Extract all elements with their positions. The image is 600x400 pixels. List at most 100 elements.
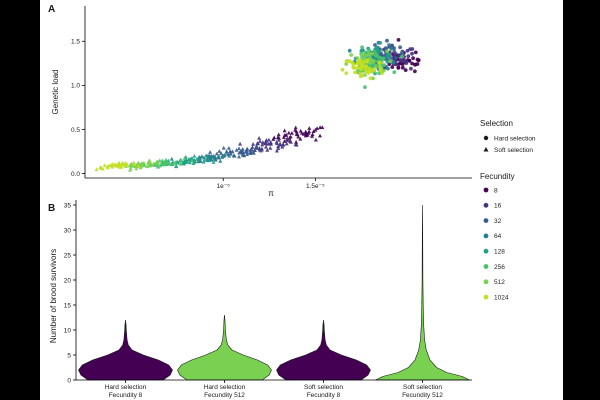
soft-selection-point <box>272 135 276 139</box>
panel-a-y-tick-label: 0.0 <box>71 171 80 178</box>
fecundity-legend-label: 64 <box>494 233 502 240</box>
soft-selection-point <box>277 133 281 137</box>
fecundity-legend-label: 256 <box>494 264 505 271</box>
violin <box>376 205 470 380</box>
panel-a-points <box>95 38 421 172</box>
hard-selection-point <box>397 38 401 42</box>
hard-selection-point <box>392 50 396 54</box>
hard-selection-point <box>353 71 357 75</box>
hard-selection-point <box>400 55 404 59</box>
selection-legend-title: Selection <box>480 119 513 128</box>
hard-selection-point <box>386 67 390 71</box>
panel-b-label: B <box>48 203 55 214</box>
figure-svg: A 0.00.51.01.5 1e⁻⁵ 1.5e⁻⁵ Genetic load π… <box>40 0 563 400</box>
violin-label-fecundity: Fecundity 8 <box>307 392 341 399</box>
hard-selection-point <box>375 46 379 50</box>
hard-selection-point <box>410 52 414 56</box>
panel-b-y-tick-label: 0 <box>67 377 71 384</box>
panel-a-y-ticks: 0.0 0.5 1.0 1.5 <box>71 39 85 178</box>
hard-selection-point <box>400 51 404 55</box>
hard-selection-point <box>403 59 407 63</box>
fecundity-legend-label: 128 <box>494 249 505 256</box>
panel-b-violins <box>79 205 470 380</box>
soft-selection-point <box>294 126 298 130</box>
panel-a-x-label: π <box>268 189 274 198</box>
hard-selection-point <box>360 45 364 49</box>
soft-selection-point <box>192 154 196 158</box>
panel-a-x-tick-label: 1e⁻⁵ <box>217 183 231 190</box>
hard-selection-point <box>408 47 412 51</box>
violin-label-selection: Soft selection <box>403 384 442 391</box>
panel-a-label: A <box>48 4 55 15</box>
hard-selection-point <box>416 58 420 62</box>
soft-selection-point <box>304 130 308 134</box>
soft-selection-point <box>278 142 282 146</box>
fecundity-legend-swatch <box>484 249 489 254</box>
hard-selection-point <box>370 52 374 56</box>
hard-selection-point <box>414 63 418 67</box>
panel-b-y-tick-label: 10 <box>64 327 72 334</box>
violin <box>277 320 371 380</box>
hard-selection-point <box>346 60 350 64</box>
soft-selection-point <box>268 146 272 150</box>
fecundity-legend-swatch <box>484 264 489 269</box>
panel-a-y-tick-label: 1.0 <box>71 83 80 90</box>
soft-selection-point <box>314 138 318 142</box>
hard-selection-point <box>361 64 365 68</box>
panel-a-y-label: Genetic load <box>51 70 60 115</box>
hard-selection-point <box>357 59 361 63</box>
hard-selection-point <box>344 71 348 75</box>
soft-selection-point <box>299 129 303 133</box>
soft-selection-point <box>251 142 255 146</box>
hard-selection-point <box>351 62 355 66</box>
fecundity-legend-swatch <box>484 203 489 208</box>
panel-b-y-tick-label: 15 <box>64 302 72 309</box>
panel-b-y-ticks: 05101520253035 <box>64 202 76 384</box>
soft-selection-point <box>222 146 226 150</box>
fecundity-legend-label: 512 <box>494 279 505 286</box>
violin-label-fecundity: Fecundity 512 <box>402 392 443 399</box>
fecundity-legend-swatch <box>484 234 489 239</box>
hard-selection-point <box>378 61 382 65</box>
hard-selection-point <box>369 76 373 80</box>
fecundity-legend-swatch <box>484 295 489 300</box>
hard-selection-point <box>349 53 353 57</box>
violin-label-selection: Hard selection <box>105 384 147 391</box>
hard-selection-point <box>366 58 370 62</box>
hard-selection-point <box>348 49 352 53</box>
hard-selection-legend-label: Hard selection <box>494 136 536 143</box>
fecundity-legend-label: 1024 <box>494 294 509 301</box>
hard-selection-point <box>367 49 371 53</box>
hard-selection-legend-symbol <box>484 136 488 140</box>
fecundity-legend-title: Fecundity <box>480 172 515 181</box>
violin-label-selection: Hard selection <box>204 384 246 391</box>
violin <box>79 320 173 380</box>
fecundity-legend-swatch <box>484 218 489 223</box>
panel-b-y-tick-label: 35 <box>64 202 72 209</box>
hard-selection-point <box>360 54 364 58</box>
hard-selection-point <box>363 85 367 89</box>
soft-selection-point <box>208 150 212 154</box>
hard-selection-point <box>377 49 381 53</box>
fecundity-legend-swatch <box>484 188 489 193</box>
panel-b-x-ticks: Hard selection Fecundity 8 Hard selection F… <box>105 380 444 399</box>
soft-selection-point <box>294 140 298 144</box>
soft-selection-point <box>276 146 280 150</box>
panel-b-y-label: Number of brood survivors <box>49 249 58 343</box>
fecundity-legend-label: 16 <box>494 203 502 210</box>
soft-selection-point <box>257 136 261 140</box>
soft-selection-point <box>287 131 291 135</box>
panel-b-y-tick-label: 20 <box>64 277 72 284</box>
hard-selection-point <box>388 60 392 64</box>
soft-selection-point <box>95 167 99 171</box>
violin <box>178 315 272 380</box>
hard-selection-point <box>378 66 382 70</box>
hard-selection-point <box>411 56 415 60</box>
hard-selection-point <box>398 45 402 49</box>
hard-selection-point <box>359 75 363 79</box>
hard-selection-point <box>385 49 389 53</box>
hard-selection-point <box>359 67 363 71</box>
panel-b-y-tick-label: 30 <box>64 227 72 234</box>
soft-selection-point <box>237 155 241 159</box>
soft-selection-point <box>318 134 322 138</box>
